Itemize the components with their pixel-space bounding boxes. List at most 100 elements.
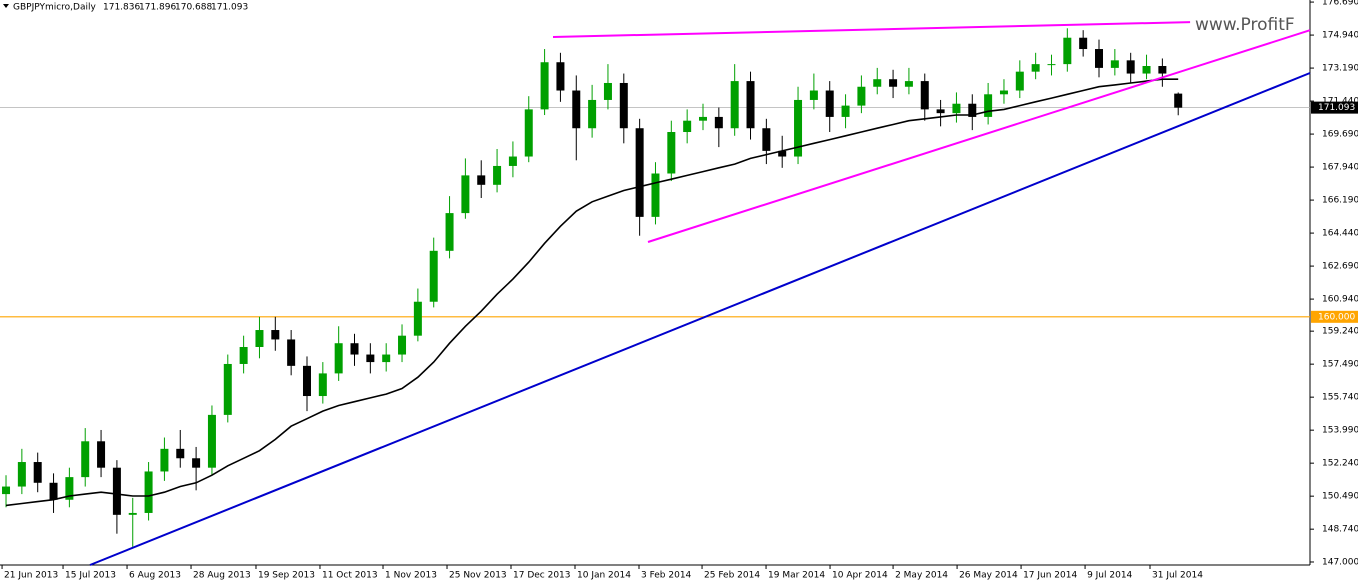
candle-body	[413, 301, 422, 336]
candle-body	[49, 482, 58, 500]
y-tick-label: 176.690	[1322, 0, 1358, 8]
candle-body	[698, 116, 707, 121]
candle-body	[952, 103, 961, 114]
x-tick-label: 19 Mar 2014	[768, 571, 825, 581]
x-tick-label: 1 Nov 2013	[385, 571, 437, 581]
candle-body	[683, 120, 692, 133]
level-label: 160.000	[1318, 312, 1355, 322]
candle-body	[1047, 64, 1056, 66]
candle-body	[255, 330, 264, 347]
x-tick-label: 19 Sep 2013	[258, 571, 315, 581]
trendline	[89, 72, 1311, 566]
candle-body	[572, 90, 581, 129]
candle-body	[318, 373, 327, 397]
candle-body	[271, 330, 280, 340]
candle-body	[635, 128, 644, 217]
y-tick-label: 157.490	[1322, 360, 1358, 370]
candle-body	[17, 462, 26, 487]
candle-body	[746, 81, 755, 129]
y-tick-label: 171.440	[1322, 97, 1358, 107]
candle-body	[128, 512, 137, 515]
x-tick-label: 28 Aug 2013	[193, 571, 251, 581]
x-tick-label: 17 Jun 2014	[1023, 571, 1077, 581]
candle-body	[1063, 37, 1072, 65]
candle-body	[841, 105, 850, 117]
candle-body	[603, 82, 612, 100]
y-tick-label: 173.190	[1322, 64, 1358, 74]
y-tick-label: 164.440	[1322, 229, 1358, 239]
level-label-box	[1311, 310, 1358, 323]
candle-body	[112, 467, 121, 515]
candle-body	[1126, 60, 1135, 74]
candle-body	[904, 81, 913, 87]
candle-body	[366, 354, 375, 363]
x-tick-label: 10 Jan 2014	[577, 571, 631, 581]
candle-body	[873, 79, 882, 87]
candle-body	[889, 79, 898, 87]
x-tick-label: 10 Apr 2014	[832, 571, 888, 581]
candle-body	[160, 448, 169, 472]
candle-body	[1174, 93, 1183, 108]
header-value: 170.688	[175, 3, 212, 13]
candle-body	[207, 414, 216, 468]
y-tick-label: 159.240	[1322, 327, 1358, 337]
candle-body	[1079, 37, 1088, 50]
candle-body	[1095, 49, 1104, 68]
y-tick-label: 150.490	[1322, 492, 1358, 502]
candle-body	[239, 346, 248, 364]
candle-body	[936, 109, 945, 114]
candle-body	[1110, 60, 1119, 68]
candle-body	[144, 471, 153, 513]
y-tick-label: 152.240	[1322, 459, 1358, 469]
y-tick-label: 160.940	[1322, 295, 1358, 305]
candle-body	[730, 81, 739, 129]
candle-body	[920, 81, 929, 110]
candle-body	[223, 363, 232, 415]
candle-body	[445, 213, 454, 251]
x-tick-label: 9 Jul 2014	[1087, 571, 1132, 581]
candle-body	[809, 90, 818, 100]
y-tick-label: 167.940	[1322, 163, 1358, 173]
last-price-label: 171.093	[1318, 103, 1355, 113]
x-tick-label: 3 Feb 2014	[641, 571, 692, 581]
candle-body	[825, 90, 834, 117]
x-tick-label: 25 Feb 2014	[704, 571, 760, 581]
symbol-label: GBPJPYmicro,Daily	[13, 3, 96, 13]
x-tick-label: 11 Oct 2013	[322, 571, 378, 581]
last-price-box	[1311, 101, 1358, 114]
x-tick-label: 26 May 2014	[959, 571, 1018, 581]
candle-body	[1142, 66, 1151, 74]
y-tick-label: 169.690	[1322, 130, 1358, 140]
candle-body	[508, 156, 517, 166]
y-tick-label: 147.000	[1322, 557, 1358, 567]
x-tick-label: 15 Jul 2013	[65, 571, 116, 581]
candle-body	[857, 86, 866, 106]
candle-body	[778, 150, 787, 157]
candle-body	[334, 343, 343, 374]
candle-body	[97, 441, 106, 468]
candle-body	[382, 354, 391, 363]
header-value: 171.896	[139, 3, 176, 13]
candle-body	[1015, 71, 1024, 91]
x-tick-label: 31 Jul 2014	[1152, 571, 1203, 581]
candle-body	[493, 165, 502, 185]
candle-body	[302, 365, 311, 397]
candle-body	[984, 94, 993, 117]
moving-average	[5, 78, 1179, 507]
candle-body	[81, 441, 90, 478]
candle-body	[999, 90, 1008, 95]
candle-body	[350, 343, 359, 355]
x-tick-label: 6 Aug 2013	[129, 571, 181, 581]
candle-body	[65, 477, 74, 500]
menu-icon	[3, 4, 9, 8]
candle-body	[398, 335, 407, 355]
candle-body	[192, 458, 201, 468]
candle-body	[524, 109, 533, 157]
candle-body	[287, 339, 296, 366]
header-value: 171.836	[103, 3, 140, 13]
y-tick-label: 153.990	[1322, 426, 1358, 436]
candle-body	[714, 116, 723, 129]
candle-body	[619, 82, 628, 129]
